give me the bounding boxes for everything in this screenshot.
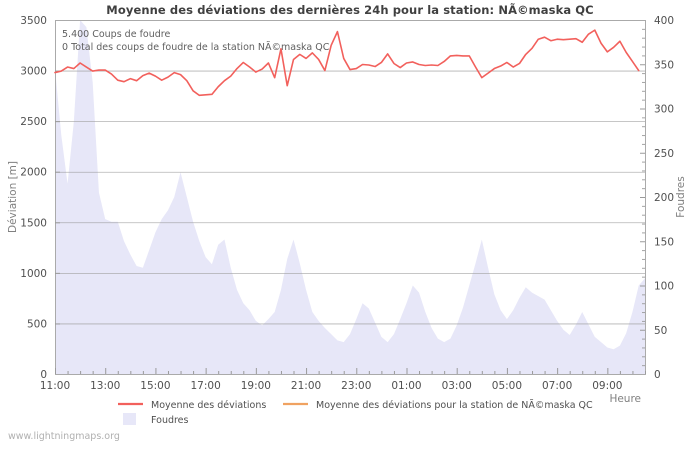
x-axis-title: Heure — [609, 393, 641, 405]
plot-frame — [55, 20, 646, 375]
y-axis-tick-label: 2000 — [20, 167, 47, 179]
y2-axis-tick-label: 300 — [654, 104, 674, 116]
x-axis-tick-label: 09:00 — [592, 380, 622, 392]
legend-label: Moyenne des déviations pour la station d… — [316, 400, 593, 411]
y-axis-tick-label: 3500 — [20, 15, 47, 27]
y2-axis-tick-label: 50 — [654, 325, 667, 337]
x-axis-tick-label: 13:00 — [90, 380, 120, 392]
y-axis-title: Déviation [m] — [7, 161, 19, 233]
x-axis-tick-label: 19:00 — [241, 380, 271, 392]
page-title: Moyenne des déviations des dernières 24h… — [106, 3, 594, 17]
y-axis-tick-label: 1500 — [20, 217, 47, 229]
y-axis-tick-label: 1000 — [20, 268, 47, 280]
y-axis-tick-label: 3000 — [20, 66, 47, 78]
footer-watermark: www.lightningmaps.org — [8, 431, 120, 442]
y2-axis-tick-label: 200 — [654, 192, 674, 204]
series-line-0 — [54, 29, 640, 97]
y2-axis-tick-label: 100 — [654, 281, 674, 293]
x-axis-tick-label: 07:00 — [542, 380, 572, 392]
y2-axis-title: Foudres — [675, 176, 687, 217]
y2-axis-tick-label: 400 — [654, 15, 674, 27]
annotation-station-total: 0 Total des coups de foudre de la statio… — [62, 42, 330, 53]
legend-label: Moyenne des déviations — [151, 400, 266, 411]
x-axis-tick-label: 21:00 — [291, 380, 321, 392]
y2-axis-tick-label: 350 — [654, 59, 674, 71]
x-axis-tick-label: 23:00 — [341, 380, 371, 392]
x-axis-tick-label: 17:00 — [191, 380, 221, 392]
series-area-foudres — [55, 20, 645, 374]
x-axis-tick-label: 15:00 — [140, 380, 170, 392]
x-axis-tick-label: 05:00 — [492, 380, 522, 392]
y2-axis-tick-label: 150 — [654, 236, 674, 248]
x-axis-tick-label: 11:00 — [40, 380, 70, 392]
legend-swatch-area — [123, 413, 136, 425]
annotation-strokes-count: 5.400 Coups de foudre — [62, 29, 170, 40]
y-axis-tick-label: 2500 — [20, 116, 47, 128]
y2-axis-tick-label: 0 — [654, 369, 661, 381]
y-axis-tick-label: 0 — [40, 369, 47, 381]
legend-label: Foudres — [151, 415, 189, 426]
y-axis-tick-label: 500 — [27, 318, 47, 330]
x-axis-tick-label: 01:00 — [391, 380, 421, 392]
x-axis-tick-label: 03:00 — [442, 380, 472, 392]
y2-axis-tick-label: 250 — [654, 148, 674, 160]
